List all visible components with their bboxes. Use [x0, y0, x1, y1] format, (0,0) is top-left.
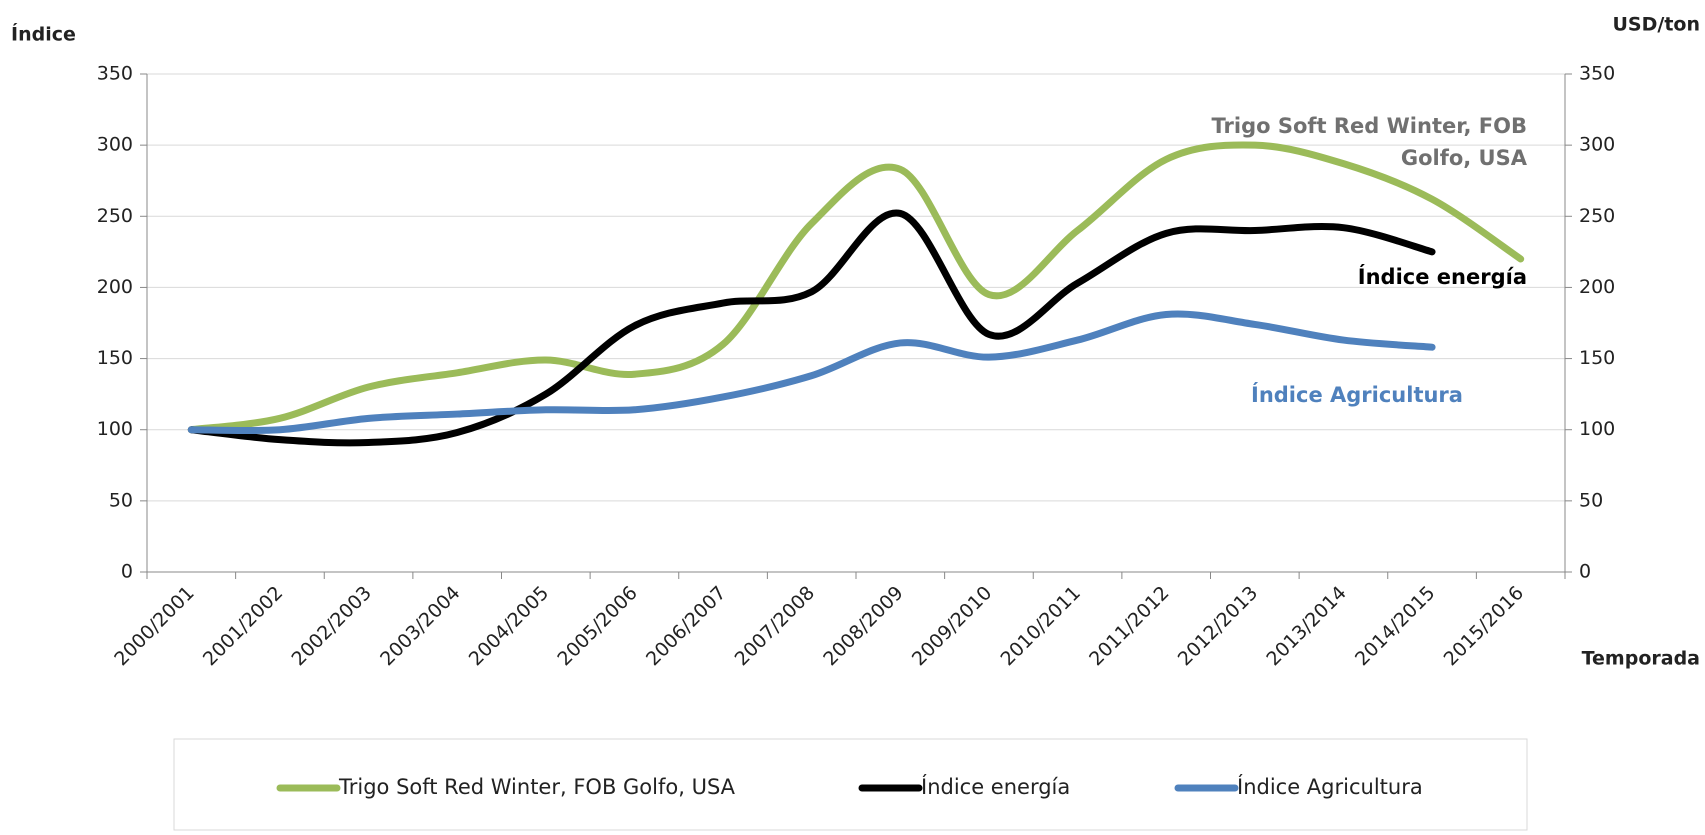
y2-tick-label: 0 — [1579, 561, 1591, 583]
y2-tick-label: 100 — [1579, 418, 1615, 440]
x-tick-label: 2002/2003 — [288, 582, 376, 670]
y2-tick-label: 300 — [1579, 134, 1615, 156]
y-tick-label: 100 — [97, 418, 133, 440]
x-tick-label: 2007/2008 — [731, 582, 819, 670]
y-tick-label: 200 — [97, 276, 133, 298]
legend-label: Trigo Soft Red Winter, FOB Golfo, USA — [338, 775, 736, 799]
x-tick-label: 2011/2012 — [1085, 582, 1173, 670]
annotation: Golfo, USA — [1401, 146, 1528, 170]
x-tick-label: 2003/2004 — [376, 582, 464, 670]
x-tick-label: 2010/2011 — [997, 582, 1085, 670]
x-tick-label: 2005/2006 — [553, 582, 641, 670]
x-tick-label: 2013/2014 — [1262, 582, 1350, 670]
legend-label: Índice energía — [921, 774, 1070, 799]
x-tick-label: 2014/2015 — [1351, 582, 1439, 670]
y-tick-label: 150 — [97, 347, 133, 369]
annotation: Trigo Soft Red Winter, FOB — [1212, 114, 1528, 138]
x-tick-label: 2015/2016 — [1440, 582, 1528, 670]
x-tick-label: 2000/2001 — [110, 582, 198, 670]
y-tick-label: 350 — [97, 63, 133, 85]
x-tick-label: 2006/2007 — [642, 582, 730, 670]
y-tick-label: 300 — [97, 134, 133, 156]
x-axis-label: Temporada — [1582, 648, 1700, 670]
annotation: Índice energía — [1358, 264, 1527, 289]
series-line — [187, 310, 1436, 435]
x-tick-label: 2001/2002 — [199, 582, 287, 670]
y-tick-label: 0 — [121, 561, 133, 583]
y2-tick-label: 200 — [1579, 276, 1615, 298]
y2-tick-label: 150 — [1579, 347, 1615, 369]
annotation: Índice Agricultura — [1251, 382, 1463, 407]
y-tick-label: 250 — [97, 205, 133, 227]
y2-axis-label: USD/ton — [1613, 14, 1701, 36]
y-tick-label: 50 — [109, 489, 133, 511]
legend-box — [173, 738, 1528, 831]
y-axis-label: Índice — [11, 23, 76, 46]
series-line — [187, 209, 1436, 447]
x-tick-label: 2009/2010 — [908, 582, 996, 670]
series-line — [187, 141, 1525, 434]
x-tick-label: 2008/2009 — [819, 582, 907, 670]
x-tick-label: 2004/2005 — [465, 582, 553, 670]
y2-tick-label: 50 — [1579, 489, 1603, 511]
y2-tick-label: 350 — [1579, 63, 1615, 85]
y2-tick-label: 250 — [1579, 205, 1615, 227]
legend-label: Índice Agricultura — [1237, 774, 1423, 799]
x-tick-label: 2012/2013 — [1174, 582, 1262, 670]
